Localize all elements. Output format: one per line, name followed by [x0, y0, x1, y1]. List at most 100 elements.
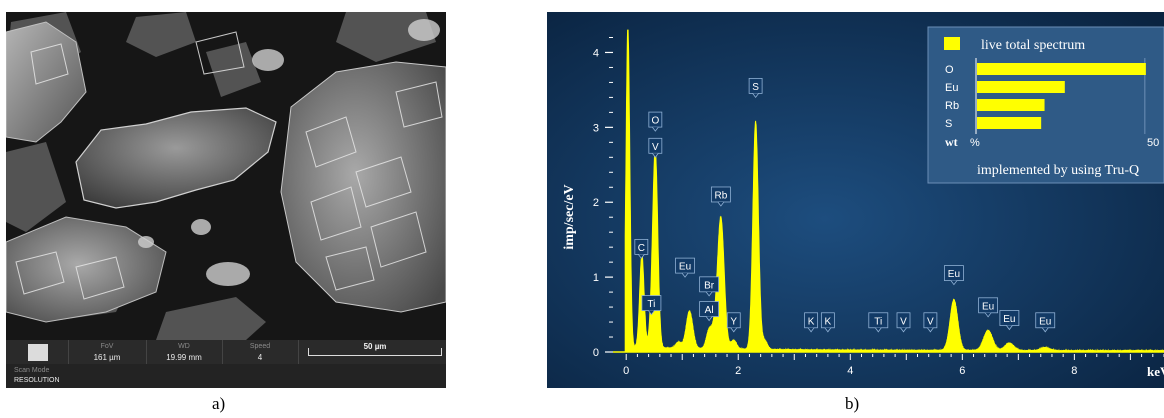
scale-bar-label: 50 µm [363, 342, 387, 351]
peak-label-text: O [651, 116, 659, 127]
wd-value: 19.99 mm [166, 353, 202, 362]
scale-bar [308, 348, 442, 356]
speed-label: Speed [249, 343, 271, 350]
scan-mode-value: RESOLUTION [14, 377, 60, 384]
wd-cell: WD 19.99 mm [146, 340, 223, 364]
legend-background [927, 26, 1164, 184]
peak-label: Eu [999, 310, 1020, 331]
x-tick-label: 0 [623, 365, 629, 377]
fov-cell: FoV 161 µm [68, 340, 147, 364]
speed-cell: Speed 4 [222, 340, 299, 364]
peak-label: S [748, 77, 763, 99]
element-legend: live total spectrum O Eu Rb S wt % 50 imple… [927, 26, 1164, 184]
x-tick-label: 2 [735, 365, 741, 377]
peak-label: C [634, 238, 649, 260]
peak-label: V [896, 312, 911, 333]
peak-label: Eu [978, 297, 998, 318]
x-axis-title: keV [1147, 364, 1164, 379]
peak-label: V [923, 312, 938, 333]
wt-bar [977, 99, 1045, 111]
wt-category-label: Eu [945, 82, 958, 94]
peak-label: K [804, 312, 818, 333]
y-axis-title: imp/sec/eV [562, 184, 577, 249]
wt-category-label: Rb [945, 100, 959, 112]
peak-label-pointer [705, 291, 713, 297]
x-tick-label: 6 [959, 365, 965, 377]
peak-label-text: S [752, 82, 759, 93]
peak-label-text: V [927, 316, 934, 327]
peak-label-pointer [752, 93, 759, 99]
peak-label: Al [699, 301, 720, 322]
peak-label-text: Y [730, 316, 737, 327]
wt-axis-max: 50 [1147, 137, 1159, 149]
scan-mode-label: Scan Mode [14, 367, 50, 374]
peak-label-pointer [1006, 325, 1013, 331]
wt-bar [977, 117, 1042, 129]
peak-label: O [648, 111, 663, 132]
eds-spectrum-chart: 0 1 2 3 4 0 2 4 6 8 C O V Ti Eu Br Al Rb Y S K K Ti V V Eu Eu Eu Eu… [547, 12, 1164, 388]
wt-category-label: S [945, 118, 952, 130]
peak-label-pointer [652, 126, 659, 132]
peak-label-pointer [705, 316, 713, 322]
legend-footnote: implemented by using Tru-Q [977, 163, 1139, 178]
peak-label-pointer [648, 310, 655, 316]
peak-label-text: Rb [714, 190, 727, 201]
peak-label-text: Al [705, 305, 714, 316]
sem-micrograph [6, 12, 446, 340]
peak-label-pointer [638, 254, 645, 260]
peak-label: Eu [1035, 312, 1056, 333]
peak-label-text: V [900, 316, 907, 327]
y-tick-label: 1 [593, 272, 599, 284]
y-axis-title-group: imp/sec/eV [562, 184, 577, 249]
sem-scan-mode-bar: Scan Mode RESOLUTION [6, 364, 446, 388]
peak-label-text: Eu [982, 301, 994, 312]
peak-label: Y [726, 312, 741, 333]
peak-label-text: C [638, 243, 645, 254]
peak-label: Eu [675, 257, 695, 278]
peak-label-text: Ti [874, 316, 882, 327]
peak-label-text: K [808, 316, 815, 327]
caption-b: b) [845, 394, 860, 413]
peak-label: Ti [641, 295, 662, 316]
wt-bar [977, 63, 1146, 75]
y-tick-label: 4 [593, 47, 599, 59]
peak-label-pointer [824, 327, 832, 333]
peak-label-pointer [681, 272, 689, 278]
wd-label: WD [178, 343, 190, 350]
sem-info-bar: FoV 161 µm WD 19.99 mm Speed 4 50 µm [6, 340, 446, 364]
peak-label-text: Eu [679, 262, 691, 273]
legend-swatch [944, 37, 960, 50]
peak-label-pointer [900, 327, 907, 333]
peak-label-pointer [984, 312, 992, 318]
peak-label-text: Eu [1003, 314, 1015, 325]
eds-spectrum-panel: 0 1 2 3 4 0 2 4 6 8 C O V Ti Eu Br Al Rb Y S K K Ti V V Eu Eu Eu Eu… [547, 12, 1164, 388]
legend-title: live total spectrum [981, 38, 1085, 53]
peak-label-text: Eu [1039, 316, 1051, 327]
peak-label: Ti [868, 312, 889, 333]
peak-label-text: V [652, 142, 659, 153]
logo-cell [6, 340, 69, 364]
fov-value: 161 µm [93, 353, 121, 362]
sem-image-panel: FoV 161 µm WD 19.99 mm Speed 4 50 µm Sca… [6, 12, 446, 388]
peak-label-pointer [807, 327, 815, 333]
peak-label-pointer [1041, 327, 1049, 333]
peak-label-text: Br [704, 280, 715, 291]
microscope-logo-icon [28, 344, 48, 361]
peak-label: K [820, 312, 835, 333]
peak-label-pointer [874, 327, 882, 333]
peak-label-text: K [825, 316, 832, 327]
peak-label: Eu [944, 265, 964, 286]
peak-label: Br [699, 276, 720, 297]
caption-a: a) [212, 394, 226, 413]
y-tick-label: 0 [593, 347, 599, 359]
peak-label: V [648, 137, 663, 158]
y-tick-label: 3 [593, 122, 599, 134]
wt-axis-unit: % [970, 137, 980, 149]
peak-label-text: Ti [647, 299, 655, 310]
peak-label-pointer [950, 280, 958, 286]
peak-label-pointer [730, 327, 738, 333]
x-tick-label: 4 [847, 365, 853, 377]
peak-label-pointer [927, 327, 934, 333]
wt-bar-chart: O Eu Rb S [945, 58, 1146, 134]
x-tick-label: 8 [1071, 365, 1077, 377]
